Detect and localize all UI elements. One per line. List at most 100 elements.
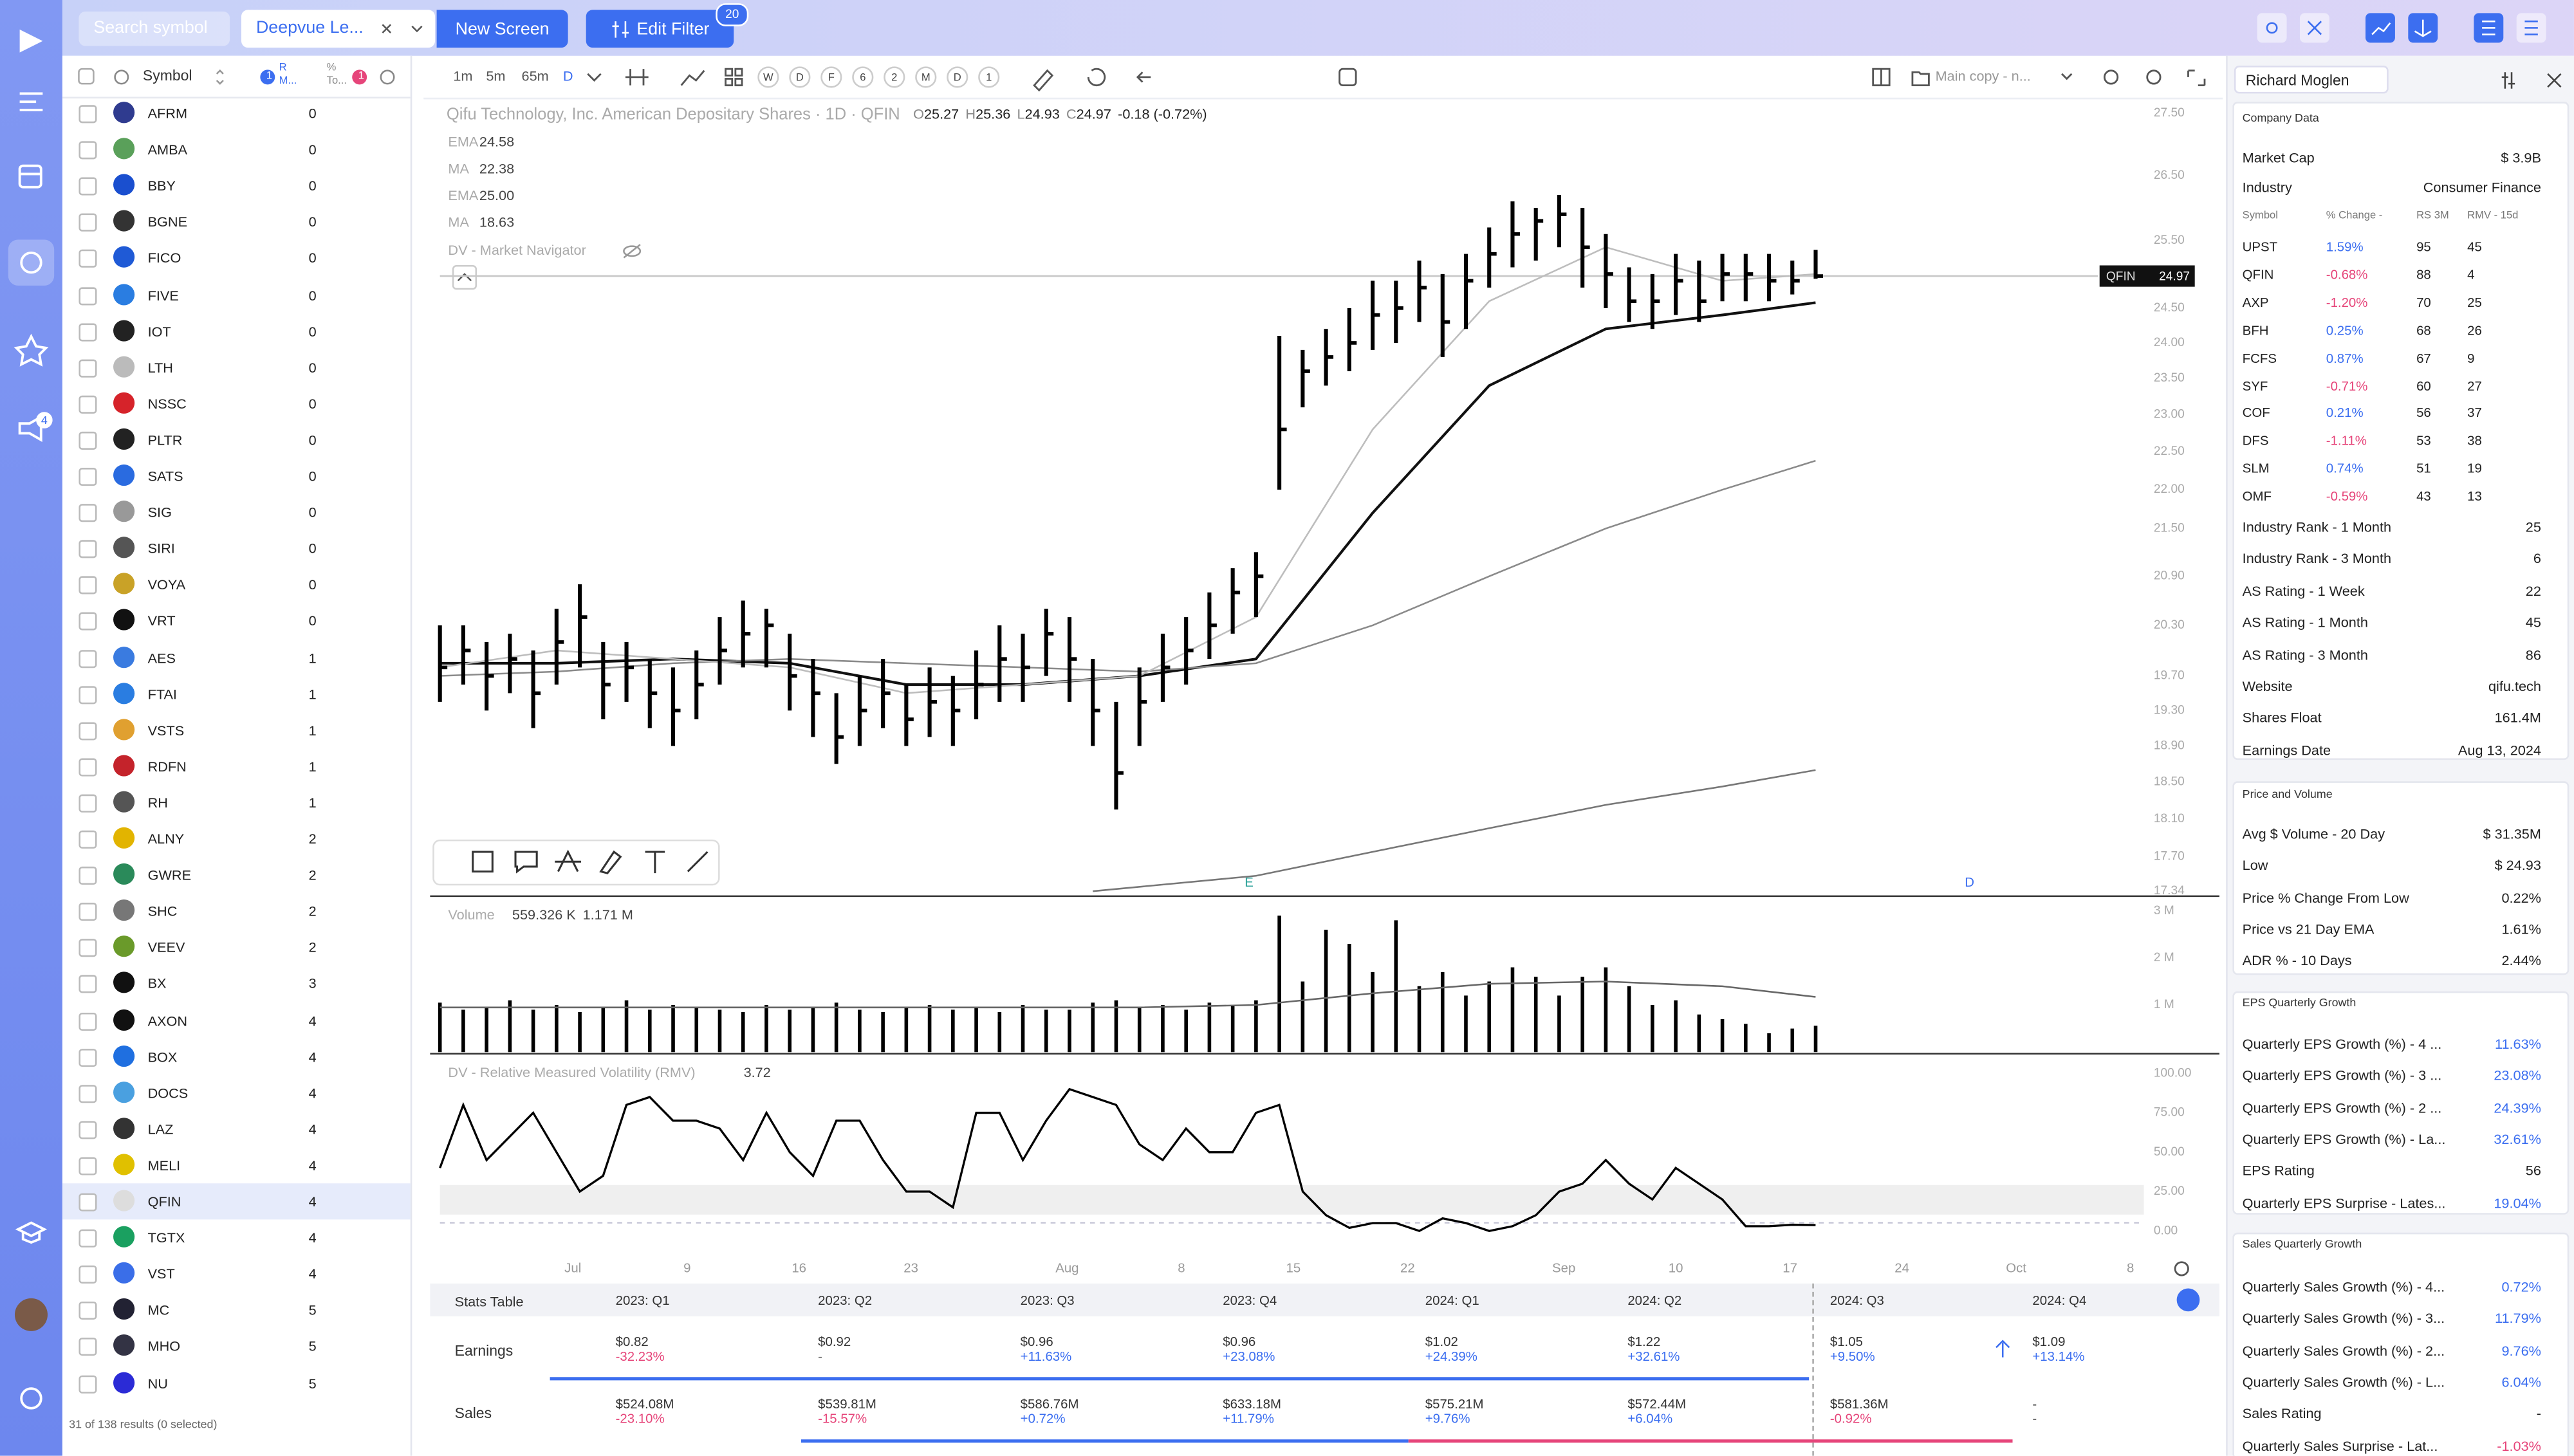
- list-row[interactable]: BGNE 0: [62, 204, 411, 240]
- watchlist-owner[interactable]: Richard Moglen: [2234, 66, 2389, 94]
- list-row[interactable]: GWRE 2: [62, 857, 411, 893]
- stats-toggle[interactable]: [2176, 1288, 2200, 1312]
- volume-tick-label: 2 M: [2154, 951, 2174, 964]
- list-row[interactable]: SIRI 0: [62, 530, 411, 566]
- list-row[interactable]: TGTX 4: [62, 1220, 411, 1256]
- item-value: 86: [2525, 646, 2541, 663]
- quote-change: -0.18 (-0.72%): [1118, 106, 1207, 122]
- screen-select[interactable]: Deepvue Le...: [241, 10, 436, 48]
- item-label: Quarterly EPS Growth (%) - 2 ...: [2242, 1099, 2442, 1116]
- symbol-logo: [113, 863, 135, 885]
- row-checkbox: [79, 286, 97, 305]
- symbol-logo: [113, 138, 135, 160]
- symbol-header[interactable]: Symbol: [142, 67, 192, 84]
- peer-header: % Change -: [2326, 210, 2383, 222]
- rank-value: 4: [308, 1266, 317, 1282]
- symbol: SIG: [147, 504, 172, 521]
- list-row[interactable]: FTAI 1: [62, 676, 411, 712]
- row-checkbox: [79, 358, 97, 377]
- indicator-value: 22.38: [479, 160, 514, 176]
- symbol: SHC: [147, 903, 178, 920]
- symbol-logo: [113, 428, 135, 450]
- peer-cell: 56: [2416, 406, 2431, 421]
- peer-cell: 26: [2467, 322, 2482, 338]
- rank-value: 0: [308, 214, 317, 230]
- nav-sidebar: 4: [0, 0, 62, 1456]
- item-value: 1.61%: [2501, 920, 2541, 937]
- y-tick-label: 24.50: [2154, 301, 2185, 315]
- new-screen-button[interactable]: New Screen: [436, 10, 568, 48]
- row-checkbox: [79, 721, 97, 740]
- change-header[interactable]: % To...: [326, 62, 347, 88]
- quarter-header: 2024: Q2: [1627, 1293, 1682, 1309]
- peer-cell: 27: [2467, 378, 2482, 393]
- list-row[interactable]: SIG 0: [62, 494, 411, 530]
- list-row[interactable]: FICO 0: [62, 240, 411, 276]
- list-row[interactable]: BX 3: [62, 966, 411, 1002]
- list-row[interactable]: BOX 4: [62, 1038, 411, 1074]
- list-row[interactable]: NU 5: [62, 1365, 411, 1401]
- collapse-button[interactable]: [452, 264, 477, 290]
- cell-change: +23.08%: [1223, 1349, 1275, 1364]
- peer-cell: 4: [2467, 267, 2475, 282]
- stats-title: Stats Table: [454, 1293, 524, 1310]
- list-row[interactable]: FIVE 0: [62, 277, 411, 313]
- list-row[interactable]: AFRM 0: [62, 95, 411, 131]
- list-row[interactable]: VST 4: [62, 1256, 411, 1292]
- peer-cell: COF: [2242, 406, 2270, 421]
- list-row[interactable]: AES 1: [62, 640, 411, 676]
- list-row[interactable]: DOCS 4: [62, 1074, 411, 1110]
- rmv-line: [439, 1087, 1816, 1233]
- list-row[interactable]: LTH 0: [62, 349, 411, 385]
- event-marker: D: [1965, 876, 1974, 890]
- symbol: ALNY: [147, 830, 185, 847]
- list-row[interactable]: LAZ 4: [62, 1111, 411, 1147]
- rmv-tick-label: 0.00: [2154, 1224, 2178, 1237]
- rank-header[interactable]: R M...: [279, 62, 297, 88]
- cell-value: $0.96: [1020, 1334, 1053, 1349]
- list-row[interactable]: ALNY 2: [62, 821, 411, 857]
- y-tick-label: 23.50: [2154, 371, 2185, 385]
- list-row[interactable]: QFIN 4: [62, 1183, 411, 1220]
- list-row[interactable]: AXON 4: [62, 1002, 411, 1038]
- peer-cell: SYF: [2242, 378, 2268, 393]
- peer-cell: 9: [2467, 350, 2475, 365]
- list-row[interactable]: RH 1: [62, 784, 411, 820]
- item-value: 6.04%: [2501, 1373, 2541, 1390]
- cell-value: $1.02: [1425, 1334, 1458, 1349]
- list-row[interactable]: VSTS 1: [62, 712, 411, 748]
- list-row[interactable]: VRT 0: [62, 603, 411, 639]
- edit-filter-button[interactable]: Edit Filter: [586, 10, 734, 48]
- list-row[interactable]: VEEV 2: [62, 930, 411, 966]
- quarter-header: 2023: Q4: [1223, 1293, 1277, 1309]
- last-price-value: 24.97: [2159, 270, 2190, 283]
- quote-value: 24.97: [1077, 106, 1111, 122]
- list-row[interactable]: RDFN 1: [62, 748, 411, 784]
- volume-average: [440, 981, 1816, 1009]
- list-row[interactable]: PLTR 0: [62, 421, 411, 457]
- symbol: PLTR: [147, 431, 183, 448]
- indicator-value: 25.00: [479, 187, 514, 203]
- company-panel: Richard Moglen Company Data Market Cap $ 3…: [2226, 55, 2574, 1456]
- x-tick-label: Aug: [1055, 1261, 1079, 1275]
- item-value: 45: [2525, 614, 2541, 631]
- symbol-logo: [113, 1008, 135, 1030]
- list-row[interactable]: MHO 5: [62, 1329, 411, 1365]
- symbol: AMBA: [147, 141, 188, 158]
- peer-cell: -0.71%: [2326, 378, 2368, 393]
- list-row[interactable]: VOYA 0: [62, 567, 411, 603]
- list-row[interactable]: IOT 0: [62, 313, 411, 349]
- list-row[interactable]: MELI 4: [62, 1147, 411, 1183]
- list-row[interactable]: BBY 0: [62, 168, 411, 204]
- list-row[interactable]: NSSC 0: [62, 385, 411, 421]
- list-row[interactable]: AMBA 0: [62, 131, 411, 167]
- header-icons: [78, 68, 395, 85]
- list-row[interactable]: SATS 0: [62, 458, 411, 494]
- badge: 4: [41, 414, 48, 427]
- row-checkbox: [79, 468, 97, 486]
- list-row[interactable]: MC 5: [62, 1292, 411, 1328]
- list-row[interactable]: SHC 2: [62, 893, 411, 929]
- search-box[interactable]: Search symbol: [79, 11, 230, 46]
- rank-value: 1: [308, 649, 317, 666]
- event-marker: E: [1245, 876, 1254, 890]
